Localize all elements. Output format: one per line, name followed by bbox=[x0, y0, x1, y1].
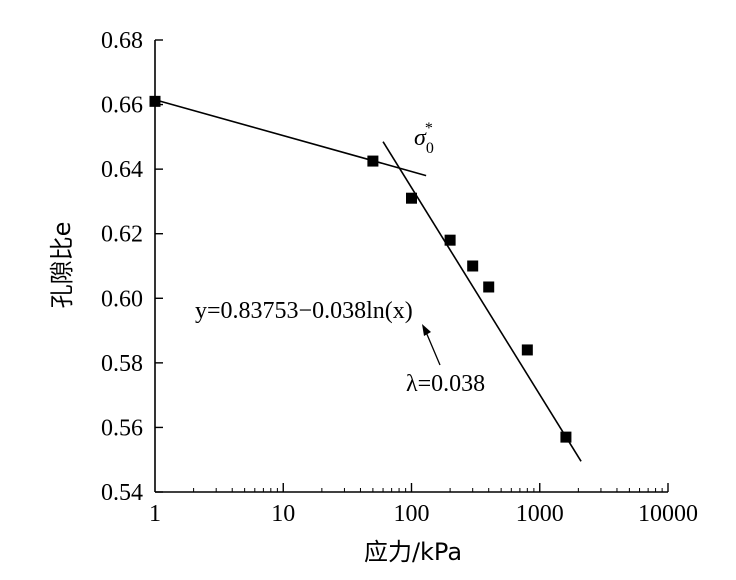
data-point bbox=[467, 260, 479, 272]
y-tick-label: 0.66 bbox=[101, 93, 143, 119]
x-tick-label: 100 bbox=[394, 501, 430, 527]
axes bbox=[154, 40, 668, 493]
data-point bbox=[444, 234, 456, 246]
y-tick-label: 0.60 bbox=[101, 286, 143, 312]
annotation-arrow-shaft bbox=[425, 331, 441, 366]
ticks: 0.54 0.56 0.58 0.60 0.62 0.64 0.66 0.68 1 10 100 10… bbox=[101, 28, 698, 527]
fit-line-recompression bbox=[154, 98, 427, 177]
x-tick-label: 1 bbox=[149, 501, 161, 527]
fit-equation: y=0.83753−0.038ln(x) bbox=[195, 298, 413, 324]
sigma-symbol: σ bbox=[414, 125, 427, 151]
slope-label: λ=0.038 bbox=[406, 371, 485, 397]
x-axis-title: 应力/kPa bbox=[364, 538, 462, 566]
y-tick-label: 0.62 bbox=[101, 222, 143, 248]
x-tick-label: 1000 bbox=[516, 501, 564, 527]
y-axis-title: 孔隙比e bbox=[48, 222, 76, 309]
annotation-arrowhead bbox=[422, 324, 431, 336]
sigma-superscript: * bbox=[425, 120, 433, 137]
sigma-subscript: 0 bbox=[426, 140, 434, 157]
data-point bbox=[149, 95, 161, 107]
data-point bbox=[367, 155, 379, 167]
sigma-annotation: σ0 * bbox=[414, 120, 434, 157]
data-point bbox=[521, 344, 533, 356]
data-point bbox=[483, 281, 495, 293]
y-tick-label: 0.58 bbox=[101, 351, 143, 377]
y-tick-label: 0.64 bbox=[101, 157, 143, 183]
x-tick-label: 10 bbox=[271, 501, 295, 527]
data-point bbox=[406, 192, 417, 204]
data-point bbox=[560, 431, 572, 443]
y-tick-label: 0.54 bbox=[101, 480, 143, 506]
y-tick-label: 0.68 bbox=[101, 28, 143, 54]
fit-lines bbox=[154, 98, 582, 462]
data-points bbox=[149, 95, 572, 443]
fit-line-compression bbox=[382, 141, 582, 462]
y-tick-label: 0.56 bbox=[101, 415, 143, 441]
x-tick-label: 10000 bbox=[638, 501, 698, 527]
